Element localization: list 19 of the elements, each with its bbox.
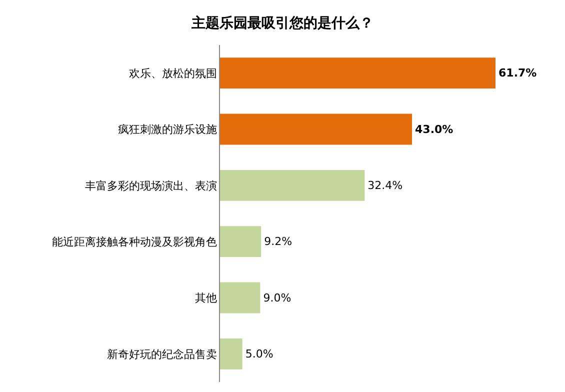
- bar: [220, 58, 496, 89]
- bar: [220, 170, 365, 201]
- data-label: 9.0%: [263, 291, 292, 304]
- bar: [220, 282, 260, 314]
- y-tick-label: 欢乐、放松的氛围: [128, 66, 217, 80]
- bar: [220, 338, 242, 370]
- y-tick-label: 新奇好玩的纪念品售卖: [106, 348, 217, 361]
- data-label: 5.0%: [245, 347, 274, 360]
- y-tick-label: 丰富多彩的现场演出、表演: [84, 179, 217, 192]
- data-label: 61.7%: [498, 66, 537, 80]
- y-tick-label: 能近距离接触各种动漫及影视角色: [52, 235, 217, 248]
- data-label: 9.2%: [264, 235, 292, 248]
- y-tick-label: 其他: [194, 292, 217, 305]
- data-label: 32.4%: [368, 178, 403, 192]
- bar: [220, 226, 262, 258]
- bar: [220, 114, 412, 145]
- data-label: 43.0%: [415, 122, 454, 136]
- y-tick-label: 疯狂刺激的游乐设施: [118, 123, 217, 136]
- chart-title: 主题乐园最吸引您的是什么？: [190, 14, 374, 32]
